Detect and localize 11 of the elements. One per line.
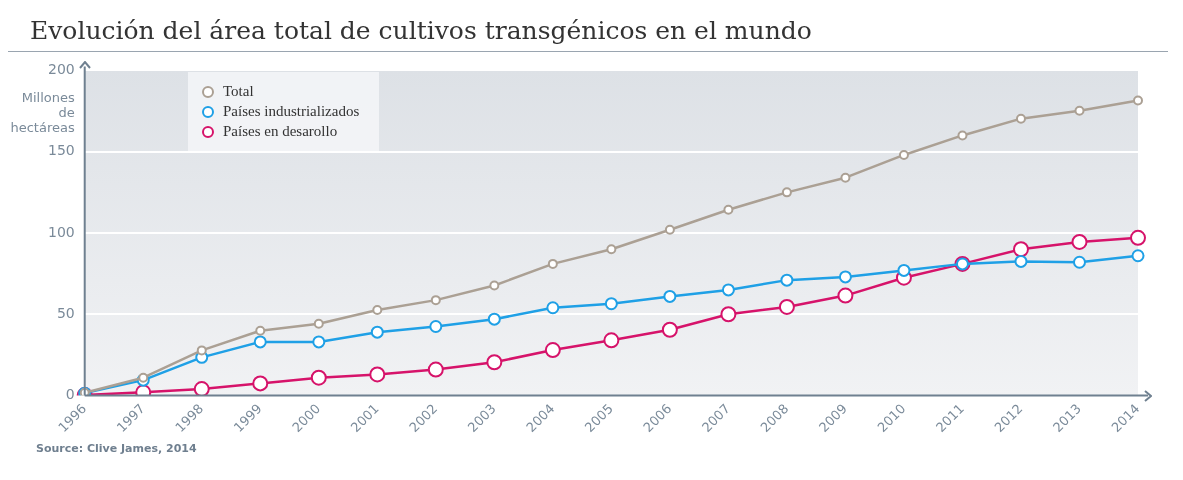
legend-label: Países en desarollo [223, 123, 338, 140]
y-tick-label: 200 [47, 61, 75, 78]
y-tick-label: 100 [47, 223, 75, 240]
y-tick-label: 50 [56, 304, 75, 321]
y-axis-title: Millones de hectáreas [10, 90, 75, 136]
y-tick-label: 150 [47, 142, 75, 159]
source-note: Source: Clive James, 2014 [35, 442, 198, 455]
chart-title: Evolución del área total de cultivos transgénicos en el mundo [8, 8, 1168, 52]
y-tick-label: 0 [65, 386, 75, 403]
legend-label: Países industrializados [223, 103, 360, 120]
legend-label: Total [223, 83, 254, 100]
